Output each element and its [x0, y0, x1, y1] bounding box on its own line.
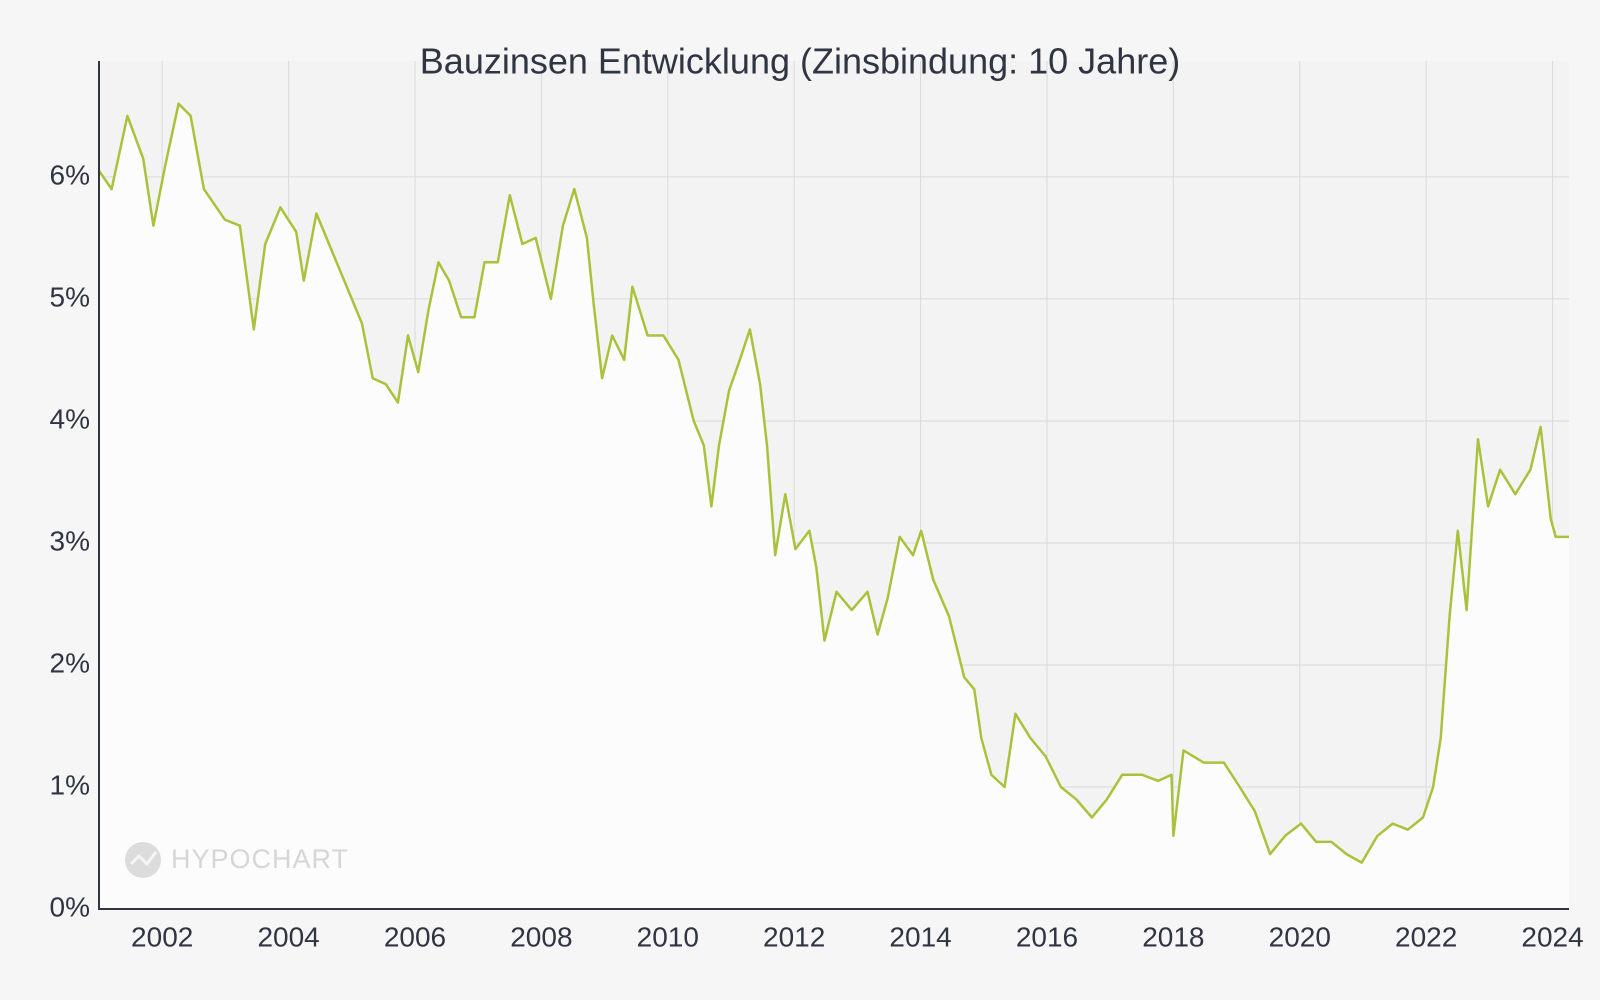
y-tick-label: 5% — [50, 281, 90, 312]
area — [99, 103, 1569, 909]
watermark: HYPOCHART — [125, 842, 349, 878]
x-tick-label: 2014 — [889, 921, 951, 952]
y-tick-label: 4% — [50, 403, 90, 434]
x-tick-label: 2020 — [1269, 921, 1331, 952]
y-tick-label: 2% — [50, 647, 90, 678]
y-tick-label: 1% — [50, 769, 90, 800]
x-tick-label: 2004 — [257, 921, 319, 952]
plot — [97, 102, 1569, 909]
watermark-icon-line — [129, 851, 158, 867]
x-tick-label: 2008 — [510, 921, 572, 952]
x-tick-label: 2010 — [637, 921, 699, 952]
y-tick-label: 3% — [50, 525, 90, 556]
x-tick-label: 2022 — [1395, 921, 1457, 952]
chart-title: Bauzinsen Entwicklung (Zinsbindung: 10 J… — [420, 41, 1180, 82]
x-tick-label: 2016 — [1016, 921, 1078, 952]
x-tick-label: 2006 — [384, 921, 446, 952]
x-tick-label: 2012 — [763, 921, 825, 952]
watermark-text: HYPOCHART — [171, 844, 349, 874]
x-tick-label: 2024 — [1521, 921, 1583, 952]
line — [97, 102, 1569, 864]
y-tick-label: 0% — [50, 891, 90, 922]
x-tick-label: 2002 — [131, 921, 193, 952]
y-tick-label: 6% — [50, 159, 90, 190]
x-tick-label: 2018 — [1142, 921, 1204, 952]
